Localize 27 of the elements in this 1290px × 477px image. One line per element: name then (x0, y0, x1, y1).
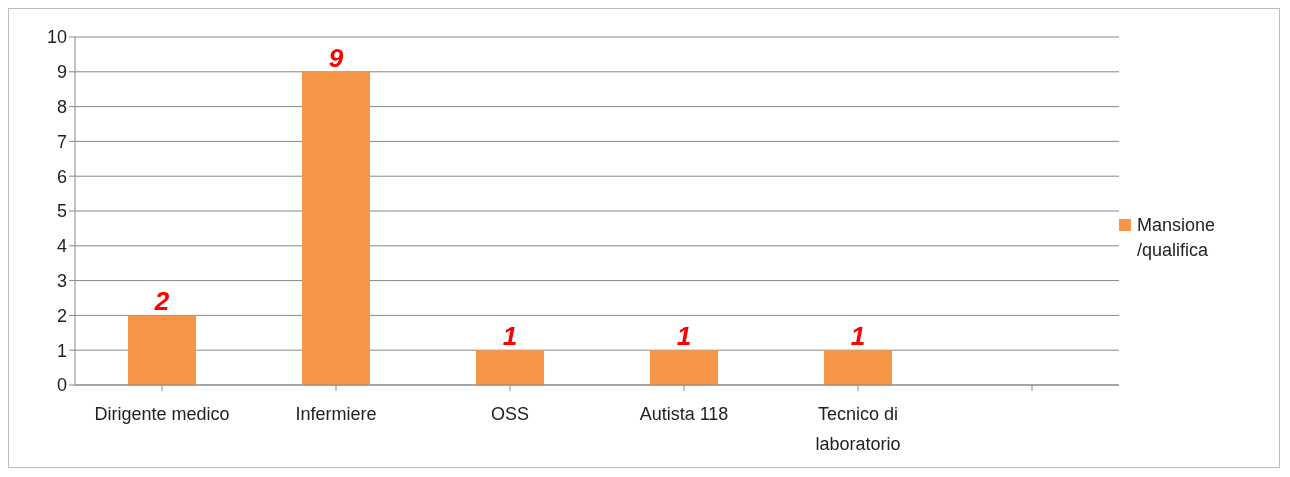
data-label: 9 (328, 42, 344, 73)
y-tick-label: 5 (56, 201, 67, 222)
bar (302, 71, 370, 385)
y-tick-label: 1 (56, 340, 67, 361)
bar (824, 350, 892, 385)
y-tick-label: 9 (56, 62, 67, 83)
y-tick-label: 3 (56, 270, 67, 291)
y-tick-label: 4 (56, 236, 67, 257)
y-tick-label: 8 (56, 96, 67, 117)
y-tick-label: 6 (56, 166, 67, 187)
y-tick-label: 10 (46, 27, 67, 48)
y-tick-label: 2 (56, 305, 67, 326)
x-tick-label: Tecnico di laboratorio (815, 403, 901, 454)
x-tick-label: Dirigente medico (94, 403, 230, 424)
x-tick-label: Autista 118 (639, 403, 729, 424)
legend-label: Mansione /qualifica (1137, 214, 1217, 262)
y-tick-label: 0 (56, 375, 67, 396)
x-tick-label: OSS (490, 403, 530, 424)
x-tick-label: Infermiere (295, 403, 377, 424)
bar (128, 315, 196, 385)
data-label: 1 (676, 321, 692, 352)
bar (650, 350, 718, 385)
y-tick-label: 7 (56, 131, 67, 152)
data-label: 1 (850, 321, 866, 352)
data-label: 2 (153, 286, 170, 317)
data-label: 1 (502, 321, 518, 352)
bar (476, 350, 544, 385)
